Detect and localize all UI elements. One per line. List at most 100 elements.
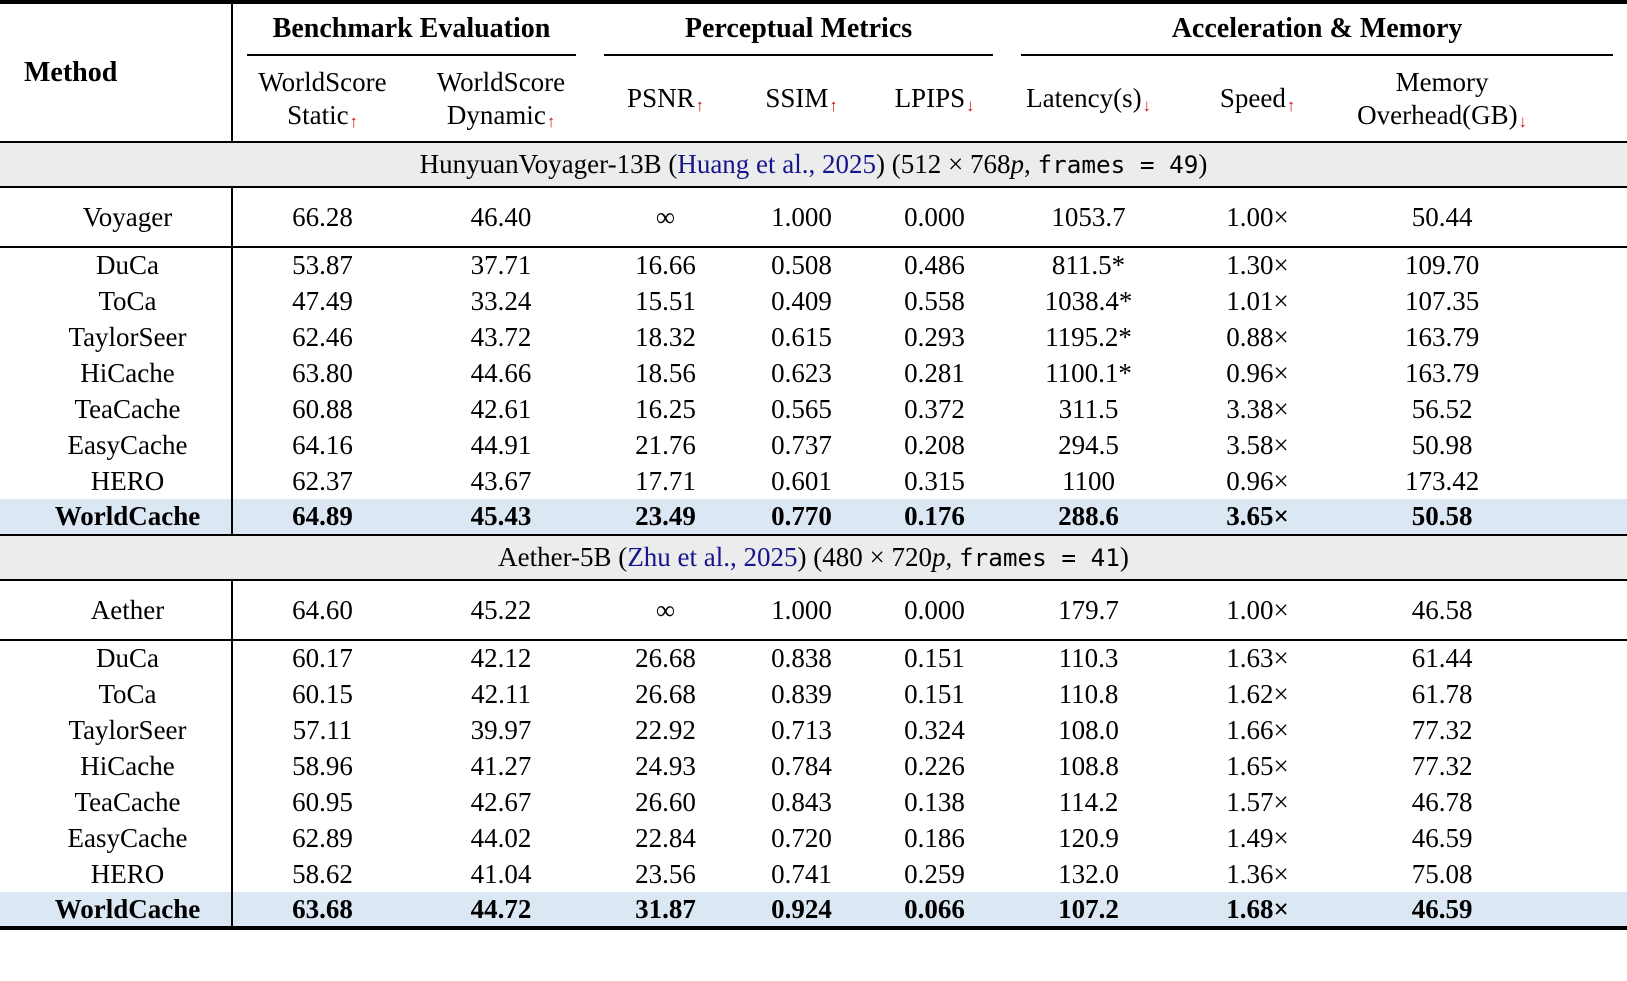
metric-header-line: LPIPS↓ bbox=[894, 83, 975, 115]
value-cell-lpips: 0.176 bbox=[862, 499, 1008, 535]
value-cell-ssim: 0.924 bbox=[741, 892, 863, 928]
value-cell-speed: 1.65× bbox=[1226, 750, 1289, 781]
table-row-easycache: EasyCache 64.16 44.91 21.76 0.737 0.208 294.5 3… bbox=[0, 427, 1627, 463]
method-cell-easycache: EasyCache bbox=[0, 427, 233, 463]
value-cell-memory-overhead-gb: 46.78 bbox=[1411, 786, 1473, 817]
value-cell-latency-s: 132.0 bbox=[1058, 858, 1119, 889]
value-cell-ssim: 0.741 bbox=[771, 858, 832, 889]
group-acceleration-memory: Acceleration & Memory bbox=[1007, 2, 1627, 56]
value-cell-latency-s: 179.7 bbox=[1007, 580, 1171, 641]
table-row-hicache: HiCache 63.80 44.66 18.56 0.623 0.281 1100.1* 0… bbox=[0, 355, 1627, 391]
section-header-text: ) (480 × 720 bbox=[797, 542, 932, 572]
value-cell-lpips: 0.324 bbox=[904, 714, 965, 745]
value-cell-worldscore-static: 60.17 bbox=[292, 643, 353, 673]
up-arrow-icon: ↑ bbox=[546, 112, 556, 132]
value-cell-ssim: 1.000 bbox=[741, 187, 863, 248]
value-cell-ssim: 0.409 bbox=[771, 285, 832, 316]
method-cell-easycache: EasyCache bbox=[0, 820, 233, 856]
table-row-taylorseer: TaylorSeer 62.46 43.72 18.32 0.615 0.293 1195.… bbox=[0, 319, 1627, 355]
method-cell-worldcache: WorldCache bbox=[0, 892, 233, 928]
value-cell-latency-s: 108.8 bbox=[1058, 750, 1119, 781]
table-header: Method Benchmark Evaluation Perceptual M… bbox=[0, 2, 1627, 143]
value-cell-memory-overhead-gb: 50.98 bbox=[1411, 429, 1473, 460]
value-cell-worldscore-dynamic: 42.11 bbox=[471, 678, 531, 709]
value-cell-worldscore-dynamic: 42.67 bbox=[470, 786, 532, 817]
citation-link[interactable]: Zhu et al., 2025 bbox=[627, 542, 798, 572]
value-cell-speed: 1.57× bbox=[1226, 786, 1289, 817]
metric-header-row: WorldScore Static↑ WorldScore Dynamic↑ PSNR↑… bbox=[0, 56, 1627, 143]
method-cell-teacache: TeaCache bbox=[0, 784, 233, 820]
value-cell-worldscore-dynamic: 44.66 bbox=[470, 357, 532, 388]
method-cell-teacache: TeaCache bbox=[0, 391, 233, 427]
table-row-hero: HERO 62.37 43.67 17.71 0.601 0.315 1100 0.96× 17… bbox=[0, 463, 1627, 499]
table-row-hicache: HiCache 58.96 41.27 24.93 0.784 0.226 108.8 1.6… bbox=[0, 748, 1627, 784]
value-cell-latency-s: 1038.4* bbox=[1044, 285, 1133, 316]
value-cell-speed: 1.63× bbox=[1226, 643, 1289, 673]
value-cell-psnr: 15.51 bbox=[635, 285, 696, 316]
value-cell-ssim: 0.601 bbox=[771, 465, 832, 496]
value-cell-worldscore-static: 60.15 bbox=[292, 678, 353, 709]
value-cell-worldscore-static: 60.88 bbox=[292, 393, 353, 424]
value-cell-worldscore-dynamic: 44.91 bbox=[470, 429, 532, 460]
value-cell-memory-overhead-gb: 107.35 bbox=[1404, 285, 1480, 316]
value-cell-latency-s: 108.0 bbox=[1058, 714, 1119, 745]
value-cell-ssim: 0.784 bbox=[771, 750, 832, 781]
value-cell-worldscore-dynamic: 33.24 bbox=[470, 285, 532, 316]
value-cell-ssim: 1.000 bbox=[741, 580, 863, 641]
down-arrow-icon: ↓ bbox=[1518, 112, 1527, 132]
value-cell-lpips: 0.281 bbox=[904, 357, 965, 388]
value-cell-latency-s: 288.6 bbox=[1007, 499, 1171, 535]
value-cell-psnr: 16.25 bbox=[635, 393, 696, 424]
value-cell-psnr: ∞ bbox=[590, 187, 742, 248]
value-cell-psnr: 26.68 bbox=[635, 678, 696, 709]
value-cell-speed: 1.49× bbox=[1226, 822, 1289, 853]
metric-header-line: Static↑ bbox=[287, 99, 358, 132]
method-cell-taylorseer: TaylorSeer bbox=[0, 319, 233, 355]
value-cell-lpips: 0.186 bbox=[904, 822, 965, 853]
group-perceptual-metrics: Perceptual Metrics bbox=[590, 2, 1007, 56]
value-cell-latency-s: 1100 bbox=[1062, 465, 1116, 496]
value-cell-lpips: 0.208 bbox=[904, 429, 965, 460]
citation-link[interactable]: Huang et al., 2025 bbox=[677, 149, 877, 179]
value-cell-worldscore-static: 62.89 bbox=[292, 822, 353, 853]
table-row-voyager: Voyager 66.28 46.40 ∞ 1.000 0.000 1053.7 1.00× 5… bbox=[0, 187, 1627, 248]
value-cell-worldscore-dynamic: 44.72 bbox=[412, 892, 591, 928]
value-cell-lpips: 0.138 bbox=[904, 786, 965, 817]
section-header-text: , bbox=[945, 542, 959, 572]
value-cell-lpips: 0.000 bbox=[862, 580, 1008, 641]
section-header: HunyuanVoyager-13B (Huang et al., 2025) … bbox=[0, 141, 1627, 188]
method-cell-hicache: HiCache bbox=[0, 355, 233, 391]
metric-header-memory-overhead-gb: Memory Overhead(GB)↓ bbox=[1345, 56, 1627, 143]
value-cell-memory-overhead-gb: 75.08 bbox=[1411, 858, 1473, 889]
section-header-text: ) bbox=[1119, 542, 1129, 572]
method-cell-hero: HERO bbox=[0, 856, 233, 892]
method-cell-toca: ToCa bbox=[0, 676, 233, 712]
value-cell-latency-s: 311.5 bbox=[1058, 393, 1119, 424]
value-cell-speed: 1.66× bbox=[1226, 714, 1289, 745]
value-cell-ssim: 0.770 bbox=[741, 499, 863, 535]
up-arrow-icon: ↑ bbox=[829, 95, 838, 115]
value-cell-memory-overhead-gb: 77.32 bbox=[1411, 750, 1473, 781]
value-cell-memory-overhead-gb: 109.70 bbox=[1404, 250, 1480, 280]
value-cell-ssim: 0.843 bbox=[771, 786, 832, 817]
section-header-text: , bbox=[1024, 149, 1038, 179]
value-cell-worldscore-dynamic: 44.02 bbox=[470, 822, 532, 853]
method-cell-duca: DuCa bbox=[0, 247, 233, 283]
metric-header-line: Overhead(GB)↓ bbox=[1357, 99, 1527, 132]
value-cell-worldscore-dynamic: 42.12 bbox=[470, 643, 532, 673]
method-column-header: Method bbox=[0, 2, 233, 143]
value-cell-worldscore-dynamic: 41.27 bbox=[470, 750, 532, 781]
value-cell-psnr: 22.92 bbox=[635, 714, 696, 745]
value-cell-worldscore-static: 47.49 bbox=[292, 285, 353, 316]
value-cell-worldscore-dynamic: 46.40 bbox=[412, 187, 591, 248]
value-cell-lpips: 0.372 bbox=[904, 393, 965, 424]
value-cell-lpips: 0.315 bbox=[904, 465, 965, 496]
value-cell-lpips: 0.558 bbox=[904, 285, 965, 316]
metric-header-ssim: SSIM↑ bbox=[741, 56, 863, 143]
value-cell-latency-s: 811.5* bbox=[1051, 250, 1126, 280]
table-row-toca: ToCa 47.49 33.24 15.51 0.409 0.558 1038.4* 1.01… bbox=[0, 283, 1627, 319]
section-header-text: p bbox=[932, 542, 946, 572]
value-cell-ssim: 0.720 bbox=[771, 822, 832, 853]
value-cell-speed: 0.96× bbox=[1226, 357, 1289, 388]
table-row-teacache: TeaCache 60.95 42.67 26.60 0.843 0.138 114.2 1.… bbox=[0, 784, 1627, 820]
